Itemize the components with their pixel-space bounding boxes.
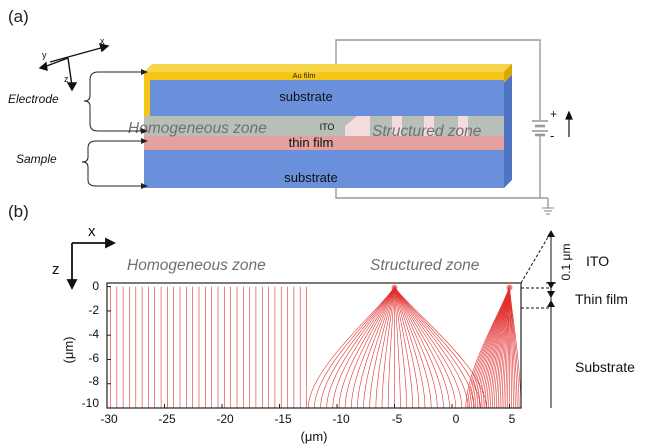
field-line-58 [394,286,469,409]
ytick-1: -2 [88,303,99,317]
xtick-5: -5 [392,412,403,426]
thin-film-right-label: Thin film [575,291,628,307]
annotation-arrowheads [547,230,555,307]
field-line-45 [387,286,395,409]
electrode-label: Electrode [8,92,59,106]
ito-right-label: ITO [586,253,609,269]
panel-b-label: (b) [8,202,29,221]
field-line-44 [381,286,395,409]
field-line-40 [357,286,395,409]
field-line-61 [394,286,487,409]
field-line-53 [394,286,438,409]
field-line-42 [369,286,395,409]
y-axis-label: (μm) [61,337,76,364]
au-top-face [144,64,512,72]
plot-frame [106,282,522,409]
ito-thickness-label: 0.1 μm [559,244,573,281]
ito-structures [345,116,468,136]
axis-x-label: x [100,36,105,46]
axis-y-label: y [42,50,47,60]
xtick-2: -20 [216,412,234,426]
xz-z-label: z [52,261,60,278]
ito-label: ITO [320,122,335,132]
homogeneous-zone-label-a: Homogeneous zone [128,120,267,137]
field-line-48 [394,286,407,409]
field-line-33 [314,286,395,409]
ytick-0: 0 [92,279,99,293]
substrate-right-label: Substrate [575,359,635,375]
field-source-marker [506,284,513,291]
brackets [81,71,146,187]
xtick-1: -25 [158,412,176,426]
homogeneous-zone-label-b: Homogeneous zone [127,257,266,274]
xz-axes-icon [66,237,117,291]
substrate-bottom-label: substrate [284,170,337,185]
au-right-face [504,64,512,83]
ytick-4: -8 [88,374,99,388]
circuit-wire [335,39,549,208]
tick-marks [106,286,510,409]
field-line-34 [320,286,395,409]
structured-zone-label-a: Structured zone [372,123,482,140]
field-line-32 [308,286,395,409]
field-line-50 [394,286,420,409]
structured-zone-label-b: Structured zone [370,257,480,274]
current-arrow-icon [565,110,573,137]
ytick-2: -4 [88,327,99,341]
xtick-6: 0 [453,412,460,426]
thin-film-label: thin film [289,135,334,150]
axis-z-label: z [64,74,69,84]
xz-x-label: x [88,223,96,240]
thickness-annotation [520,231,556,408]
panel-a-label: (a) [8,7,29,26]
field-line-49 [394,286,413,409]
field-line-37 [338,286,395,409]
battery-icon [532,120,548,137]
field-line-36 [332,286,395,409]
field-line-47 [394,286,401,409]
field-line-51 [394,286,426,409]
field-source-marker [391,284,398,291]
field-line-41 [363,286,395,409]
thin-film-layer [144,136,504,150]
axes-icon [38,43,110,92]
plot-area [107,283,521,408]
au-film-label: Au film [293,71,316,80]
xtick-7: 5 [509,412,516,426]
battery-minus: - [550,128,554,143]
field-lines [110,284,522,409]
substrate-top-label: substrate [279,89,332,104]
field-line-57 [394,286,463,409]
field-line-56 [394,286,457,409]
battery-plus: + [550,107,557,121]
ground-icon [542,207,554,215]
xtick-0: -30 [100,412,118,426]
field-line-35 [326,286,395,409]
ytick-5: -10 [82,396,100,410]
field-line-60 [394,286,481,409]
stack-right-face [504,64,512,188]
field-line-55 [394,286,450,409]
field-line-43 [375,286,395,409]
ito-layer [144,116,504,136]
field-line-52 [394,286,432,409]
bracket-arrowheads [141,69,148,189]
sample-label: Sample [16,152,57,166]
xtick-4: -10 [332,412,350,426]
field-line-39 [351,286,395,409]
xtick-3: -15 [274,412,292,426]
ytick-3: -6 [88,351,99,365]
substrate-bottom-layer [144,150,504,188]
field-line-59 [394,286,475,409]
field-line-54 [394,286,444,409]
field-line-38 [344,286,395,409]
x-axis-label: (μm) [301,429,328,444]
substrate-top-layer [150,80,504,116]
